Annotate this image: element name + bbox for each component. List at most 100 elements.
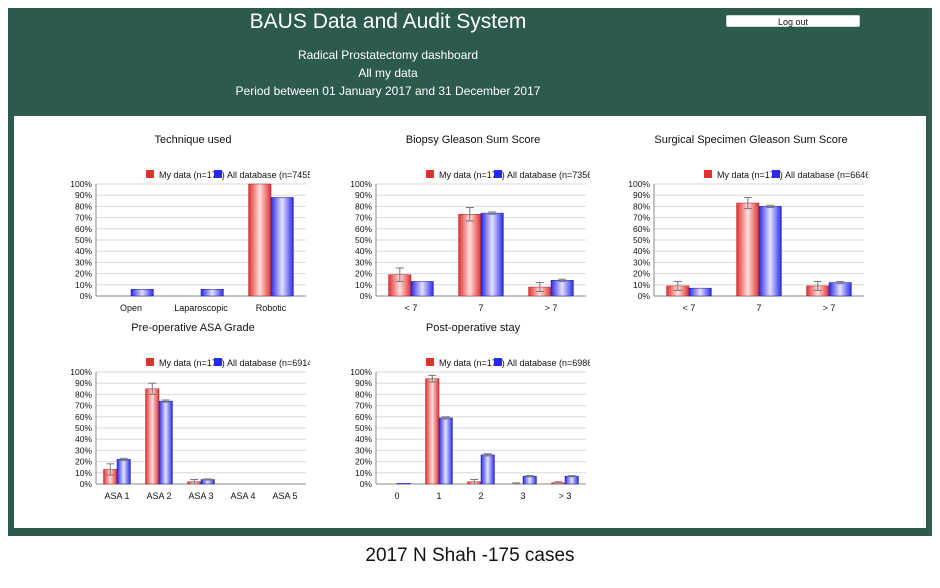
y-tick-label: 90% xyxy=(355,190,372,200)
y-tick-label: 100% xyxy=(350,367,372,377)
bar-my-data xyxy=(458,213,482,297)
technique-chart: Technique used My data (n=175) All databas… xyxy=(50,130,310,320)
legend-swatch xyxy=(146,358,154,366)
y-tick-label: 60% xyxy=(633,224,650,234)
legend-swatch xyxy=(426,358,434,366)
dashboard-subtitle: Radical Prostatectomy dashboard xyxy=(297,48,479,62)
y-tick-label: 40% xyxy=(75,246,92,256)
y-tick-label: 90% xyxy=(355,378,372,388)
y-tick-label: 20% xyxy=(75,457,92,467)
y-tick-label: 60% xyxy=(75,224,92,234)
y-tick-label: 40% xyxy=(355,434,372,444)
x-tick-label: ASA 2 xyxy=(146,491,171,501)
y-tick-label: 30% xyxy=(75,257,92,267)
data-scope: All my data xyxy=(358,66,418,80)
y-tick-label: 10% xyxy=(75,468,92,478)
bar-my-data xyxy=(248,183,272,297)
x-tick-label: 0 xyxy=(394,491,399,501)
x-tick-label: > 3 xyxy=(559,491,572,501)
legend-label: All database (n=6986) xyxy=(507,358,590,368)
legend-swatch xyxy=(772,170,780,178)
y-tick-label: 90% xyxy=(75,378,92,388)
x-tick-label: ASA 5 xyxy=(272,491,297,501)
logout-button[interactable]: Log out xyxy=(726,15,860,27)
y-tick-label: 20% xyxy=(355,457,372,467)
y-tick-label: 70% xyxy=(75,401,92,411)
y-tick-label: 50% xyxy=(75,423,92,433)
caption: 2017 N Shah -175 cases xyxy=(365,545,575,566)
x-tick-label: > 7 xyxy=(545,303,558,313)
y-tick-label: 60% xyxy=(355,412,372,422)
y-tick-label: 30% xyxy=(355,257,372,267)
y-tick-label: 50% xyxy=(355,235,372,245)
bar-all-database xyxy=(130,289,154,297)
period-text: Period between 01 January 2017 and 31 De… xyxy=(235,84,541,98)
chart-title: Pre-operative ASA Grade xyxy=(131,322,255,334)
y-tick-label: 0% xyxy=(80,291,93,301)
legend-swatch xyxy=(146,170,154,178)
y-tick-label: 50% xyxy=(75,235,92,245)
chart-title: Surgical Specimen Gleason Sum Score xyxy=(654,134,847,146)
bar-all-database xyxy=(410,281,434,297)
y-tick-label: 60% xyxy=(75,412,92,422)
x-tick-label: Laparoscopic xyxy=(174,303,228,313)
legend-swatch xyxy=(214,358,222,366)
y-tick-label: 80% xyxy=(355,201,372,211)
legend-swatch xyxy=(426,170,434,178)
x-tick-label: ASA 4 xyxy=(230,491,255,501)
y-tick-label: 100% xyxy=(70,367,92,377)
biopsy-gleason-chart: Biopsy Gleason Sum Score My data (n=175) A… xyxy=(330,130,590,320)
legend-label: All database (n=6646) xyxy=(785,170,868,180)
bar-my-data xyxy=(145,388,160,485)
y-tick-label: 80% xyxy=(355,389,372,399)
bar-all-database xyxy=(758,206,782,297)
y-tick-label: 20% xyxy=(633,269,650,279)
y-tick-label: 70% xyxy=(633,213,650,223)
x-tick-label: ASA 3 xyxy=(188,491,213,501)
technique-chart-svg: Technique used My data (n=175) All databas… xyxy=(70,134,310,313)
bar-all-database xyxy=(688,287,712,297)
y-tick-label: 40% xyxy=(355,246,372,256)
header-frame: BAUS Data and Audit System Radical Prost… xyxy=(8,8,932,536)
y-tick-label: 10% xyxy=(355,468,372,478)
bar-my-data xyxy=(736,202,760,297)
y-tick-label: 70% xyxy=(75,213,92,223)
y-tick-label: 20% xyxy=(75,269,92,279)
y-tick-label: 80% xyxy=(633,201,650,211)
y-tick-label: 70% xyxy=(355,213,372,223)
y-tick-label: 30% xyxy=(75,445,92,455)
y-tick-label: 60% xyxy=(355,224,372,234)
bar-all-database xyxy=(396,483,411,485)
specimen-gleason-chart: Surgical Specimen Gleason Sum Score My da… xyxy=(608,130,868,320)
chart-title: Biopsy Gleason Sum Score xyxy=(406,134,541,146)
y-tick-label: 10% xyxy=(355,280,372,290)
legend-label: All database (n=7455) xyxy=(227,170,310,180)
legend-label: My data (n=175) xyxy=(717,170,783,180)
legend-label: All database (n=6914) xyxy=(227,358,310,368)
legend-label: All database (n=7356) xyxy=(507,170,590,180)
y-tick-label: 50% xyxy=(633,235,650,245)
bar-all-database xyxy=(480,454,495,485)
dashboard-panel: Technique used My data (n=175) All databas… xyxy=(14,116,926,528)
y-tick-label: 30% xyxy=(633,257,650,267)
y-tick-label: 10% xyxy=(75,280,92,290)
postop-stay-chart: Post-operative stay My data (n=175) All da… xyxy=(330,318,590,508)
asa-grade-chart-svg: Pre-operative ASA Grade My data (n=175) Al… xyxy=(70,322,310,501)
y-tick-label: 0% xyxy=(638,291,651,301)
legend-swatch xyxy=(494,358,502,366)
y-tick-label: 100% xyxy=(628,179,650,189)
x-tick-label: < 7 xyxy=(683,303,696,313)
legend-label: My data (n=175) xyxy=(439,170,505,180)
x-tick-label: Open xyxy=(120,303,142,313)
y-tick-label: 0% xyxy=(360,291,373,301)
y-tick-label: 100% xyxy=(350,179,372,189)
x-tick-label: 7 xyxy=(756,303,761,313)
specimen-gleason-chart-svg: Surgical Specimen Gleason Sum Score My da… xyxy=(628,134,868,313)
x-tick-label: ASA 1 xyxy=(104,491,129,501)
y-tick-label: 10% xyxy=(633,280,650,290)
chart-title: Post-operative stay xyxy=(426,322,521,334)
y-tick-label: 50% xyxy=(355,423,372,433)
asa-grade-chart: Pre-operative ASA Grade My data (n=175) Al… xyxy=(50,318,310,508)
y-tick-label: 40% xyxy=(633,246,650,256)
bar-all-database xyxy=(116,459,131,485)
